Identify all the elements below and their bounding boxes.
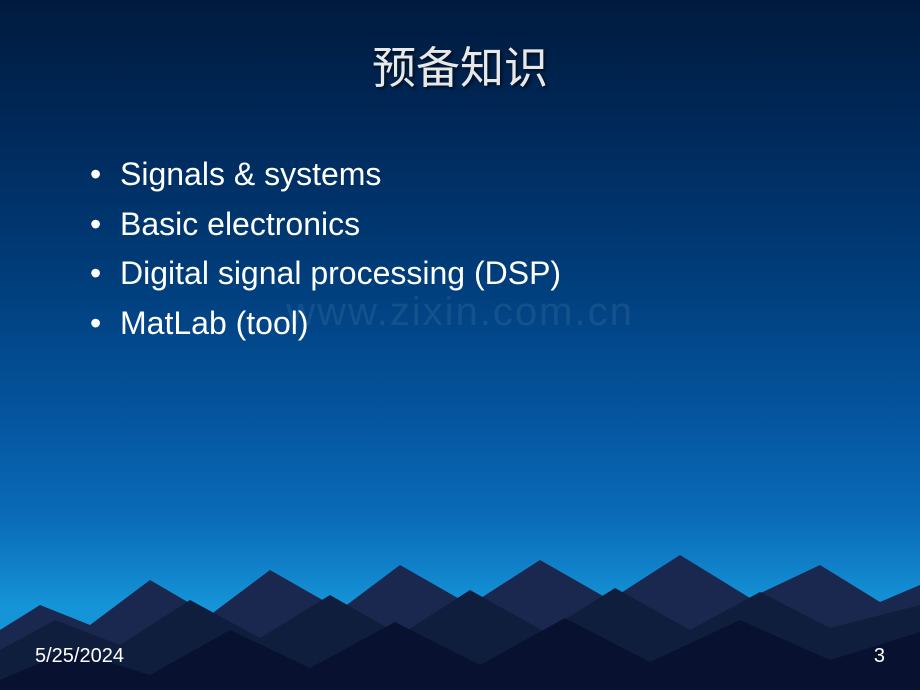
- footer-page-number: 3: [874, 645, 885, 668]
- mountain-illustration: [0, 510, 920, 690]
- slide: 预备知识 www.zixin.com.cn Signals & systems …: [0, 0, 920, 690]
- bullet-list: Signals & systems Basic electronics Digi…: [90, 150, 561, 348]
- slide-title: 预备知识: [0, 32, 920, 96]
- bullet-item: Signals & systems: [90, 150, 561, 200]
- footer-date: 5/25/2024: [35, 645, 124, 668]
- bullet-item: Basic electronics: [90, 200, 561, 250]
- bullet-item: Digital signal processing (DSP): [90, 249, 561, 299]
- bullet-item: MatLab (tool): [90, 299, 561, 349]
